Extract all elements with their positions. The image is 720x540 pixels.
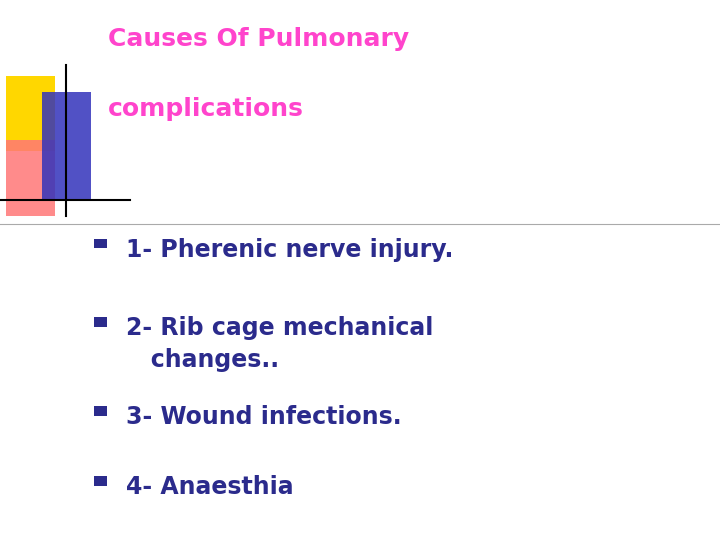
FancyBboxPatch shape <box>94 239 107 248</box>
Text: 2- Rib cage mechanical
   changes..: 2- Rib cage mechanical changes.. <box>126 316 433 372</box>
FancyBboxPatch shape <box>6 76 55 151</box>
Text: complications: complications <box>108 97 304 121</box>
Text: 3- Wound infections.: 3- Wound infections. <box>126 405 402 429</box>
FancyBboxPatch shape <box>6 140 55 216</box>
FancyBboxPatch shape <box>94 476 107 486</box>
FancyBboxPatch shape <box>94 406 107 416</box>
Text: Causes Of Pulmonary: Causes Of Pulmonary <box>108 27 409 51</box>
FancyBboxPatch shape <box>94 317 107 327</box>
Text: 4- Anaesthia: 4- Anaesthia <box>126 475 294 499</box>
Text: 1- Pherenic nerve injury.: 1- Pherenic nerve injury. <box>126 238 454 261</box>
FancyBboxPatch shape <box>42 92 91 200</box>
